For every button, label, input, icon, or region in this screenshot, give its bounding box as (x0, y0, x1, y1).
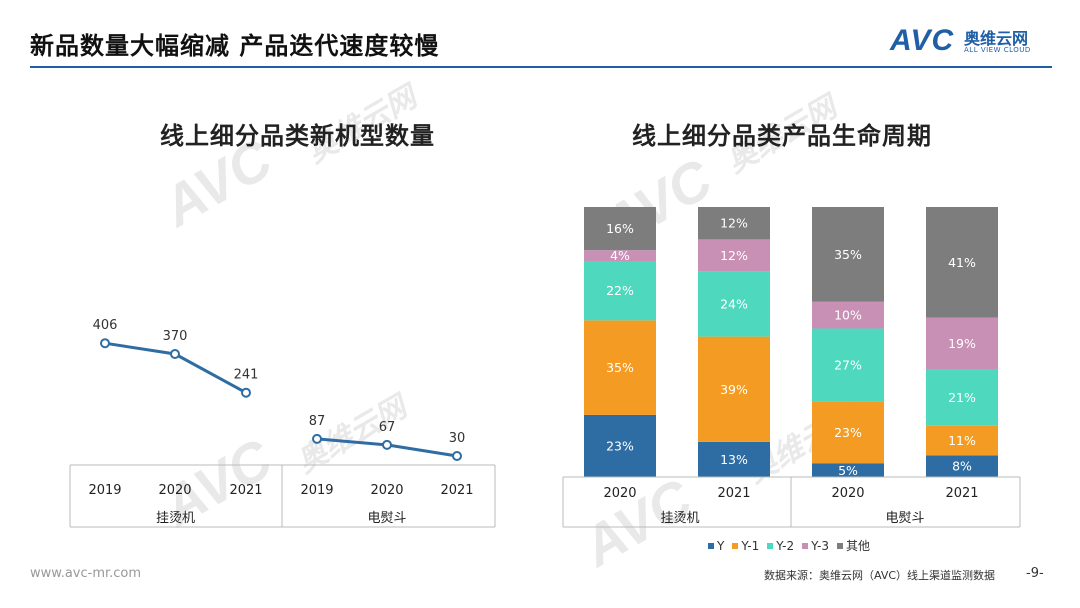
bar-segment (812, 328, 884, 402)
legend-label: Y (717, 539, 725, 553)
data-label: 241 (234, 368, 259, 383)
bar-segment (812, 401, 884, 464)
bar-segment (584, 414, 656, 477)
data-label: 4% (610, 248, 630, 263)
x-tick-label: 2020 (370, 483, 403, 498)
data-label: 24% (720, 297, 748, 312)
x-tick-label: 2020 (831, 486, 864, 501)
legend-swatch (802, 543, 809, 549)
bar-chart-title: 线上细分品类产品生命周期 (632, 122, 932, 150)
chart-legend: Y Y-1 Y-2 Y-3 其他 (700, 537, 870, 554)
x-tick-label: 2021 (717, 486, 750, 501)
group-label: 电熨斗 (367, 511, 406, 526)
bar-segment (926, 425, 998, 456)
bar-segment (812, 301, 884, 329)
data-label: 10% (834, 308, 862, 323)
legend-item: Y-2 (759, 539, 794, 553)
bar-segment (584, 250, 656, 261)
bar-segment (812, 207, 884, 302)
legend-label: Y-2 (776, 539, 795, 553)
bar-segment (698, 239, 770, 272)
data-label: 16% (606, 221, 634, 236)
x-tick-label: 2021 (229, 483, 262, 498)
line-point (382, 439, 392, 450)
bar-segment (584, 261, 656, 321)
data-label: 87 (309, 414, 326, 429)
line-point (100, 338, 110, 349)
data-label: 41% (948, 255, 976, 270)
legend-label: 其他 (845, 539, 870, 553)
legend-item: Y (700, 539, 724, 553)
data-source: 数据来源：奥维云网（AVC）线上渠道监测数据 (764, 569, 996, 582)
x-tick-label: 2019 (300, 483, 333, 498)
bar-segment (698, 207, 770, 240)
legend-label: Y-3 (811, 539, 829, 553)
data-label: 27% (834, 357, 862, 372)
legend-swatch (767, 543, 774, 549)
data-label: 406 (93, 318, 118, 333)
logo-en: ALL VIEW CLOUD (964, 46, 1031, 54)
data-label: 8% (952, 459, 972, 474)
bar-segment (926, 317, 998, 369)
page-number: -9- (1026, 566, 1044, 581)
data-label: 12% (720, 248, 748, 263)
bar-segment (926, 369, 998, 426)
logo-cn: 奥维云网 (964, 29, 1029, 48)
x-tick-label: 2021 (945, 486, 978, 501)
line-chart-title: 线上细分品类新机型数量 (160, 122, 435, 150)
bar-segment (698, 271, 770, 337)
x-tick-label: 2020 (603, 486, 636, 501)
x-tick-label: 2019 (88, 483, 121, 498)
legend-item: 其他 (829, 539, 870, 553)
legend-item: Y-1 (724, 539, 759, 553)
bar-segment (584, 207, 656, 251)
logo-mark: AVC (890, 24, 955, 57)
data-label: 39% (720, 382, 748, 397)
group-label: 挂烫机 (156, 511, 195, 526)
data-label: 370 (163, 329, 188, 344)
bar-segment (926, 207, 998, 318)
line-point (452, 451, 462, 461)
bar-segment (698, 441, 770, 477)
x-tick-label: 2021 (440, 483, 473, 498)
data-label: 23% (606, 438, 634, 453)
legend-item: Y-3 (794, 539, 829, 553)
data-label: 13% (720, 452, 748, 467)
group-label: 挂烫机 (660, 511, 699, 526)
data-label: 19% (948, 336, 976, 351)
header-divider (30, 66, 1052, 68)
legend-swatch (732, 543, 739, 549)
line-point (241, 387, 251, 398)
data-label: 30 (449, 431, 466, 446)
line-point (170, 349, 180, 359)
x-tick-label: 2020 (158, 483, 191, 498)
legend-label: Y-1 (741, 539, 760, 553)
data-label: 5% (838, 463, 858, 478)
bar-segment (584, 320, 656, 415)
data-label: 23% (834, 425, 862, 440)
data-label: 35% (834, 247, 862, 262)
line-point (312, 433, 322, 444)
logo: AVC 奥维云网 ALL VIEW CLOUD (890, 24, 1060, 60)
website-url: www.avc-mr.com (30, 566, 142, 581)
legend-swatch (708, 543, 714, 549)
data-label: 22% (606, 283, 634, 298)
data-label: 12% (720, 216, 748, 231)
page-title: 新品数量大幅缩减 产品迭代速度较慢 (30, 32, 440, 60)
legend-swatch (836, 543, 843, 549)
data-label: 21% (948, 390, 976, 405)
data-label: 35% (606, 360, 634, 375)
bar-segment (812, 463, 884, 477)
group-label: 电熨斗 (885, 511, 924, 526)
data-label: 11% (948, 433, 976, 448)
bar-segment (926, 455, 998, 477)
data-label: 67 (379, 420, 396, 435)
bar-segment (698, 336, 770, 442)
